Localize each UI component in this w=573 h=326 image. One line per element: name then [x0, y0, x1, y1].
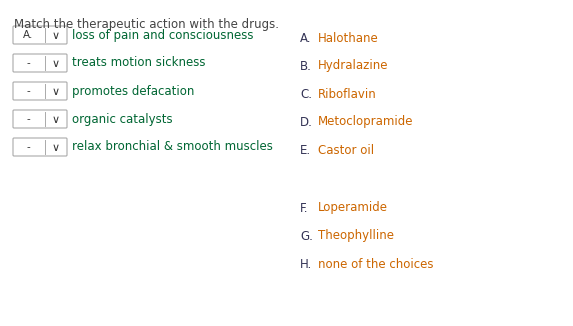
Text: A.: A. — [300, 32, 312, 45]
Text: F.: F. — [300, 201, 308, 215]
Text: Halothane: Halothane — [318, 32, 379, 45]
Text: -: - — [27, 142, 30, 152]
Text: A.: A. — [23, 30, 34, 40]
Text: Metoclopramide: Metoclopramide — [318, 115, 414, 128]
FancyBboxPatch shape — [13, 26, 67, 44]
Text: ∨: ∨ — [52, 87, 60, 97]
Text: H.: H. — [300, 258, 312, 271]
FancyBboxPatch shape — [13, 54, 67, 72]
Text: -: - — [27, 86, 30, 96]
Text: Match the therapeutic action with the drugs.: Match the therapeutic action with the dr… — [14, 18, 279, 31]
Text: ∨: ∨ — [52, 59, 60, 69]
FancyBboxPatch shape — [13, 82, 67, 100]
Text: none of the choices: none of the choices — [318, 258, 434, 271]
FancyBboxPatch shape — [13, 110, 67, 128]
Text: promotes defacation: promotes defacation — [72, 84, 194, 97]
Text: -: - — [27, 114, 30, 124]
Text: Riboflavin: Riboflavin — [318, 87, 377, 100]
Text: Hydralazine: Hydralazine — [318, 60, 388, 72]
Text: G.: G. — [300, 230, 313, 243]
Text: treats motion sickness: treats motion sickness — [72, 56, 206, 69]
Text: Theophylline: Theophylline — [318, 230, 394, 243]
Text: Castor oil: Castor oil — [318, 143, 374, 156]
Text: relax bronchial & smooth muscles: relax bronchial & smooth muscles — [72, 141, 273, 154]
FancyBboxPatch shape — [13, 138, 67, 156]
Text: -: - — [27, 58, 30, 68]
Text: Loperamide: Loperamide — [318, 201, 388, 215]
Text: E.: E. — [300, 143, 311, 156]
Text: C.: C. — [300, 87, 312, 100]
Text: ∨: ∨ — [52, 143, 60, 153]
Text: organic catalysts: organic catalysts — [72, 112, 172, 126]
Text: D.: D. — [300, 115, 313, 128]
Text: ∨: ∨ — [52, 31, 60, 41]
Text: B.: B. — [300, 60, 312, 72]
Text: loss of pain and consciousness: loss of pain and consciousness — [72, 28, 253, 41]
Text: ∨: ∨ — [52, 115, 60, 125]
